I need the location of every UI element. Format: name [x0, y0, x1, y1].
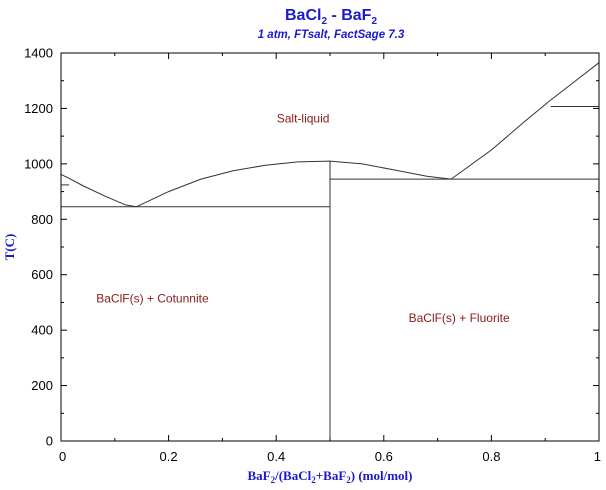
- x-axis-label: BaF2/(BaCl2+BaF2) (mol/mol): [247, 468, 412, 485]
- x-tick-label: 0.8: [482, 449, 500, 464]
- y-axis: 0 200 400 600 800 1000 1200 1400: [24, 46, 599, 449]
- chart-subtitle: 1 atm, FTsalt, FactSage 7.3: [258, 29, 405, 41]
- x-tick-label: 0.4: [267, 449, 285, 464]
- y-tick-label: 1400: [24, 46, 53, 61]
- x-tick-label: 0: [59, 449, 66, 464]
- plot-area: [60, 62, 600, 441]
- chart-title: BaCl2 - BaF2: [285, 7, 377, 27]
- y-tick-label: 0: [46, 434, 53, 449]
- y-tick-label: 1000: [24, 156, 53, 171]
- y-axis-label: T(C): [2, 234, 17, 261]
- phase-boundary-1: [60, 173, 137, 208]
- x-tick-label: 0.2: [160, 449, 178, 464]
- region-label: BaClF(s) + Cotunnite: [96, 291, 209, 305]
- x-tick-label: 0.6: [375, 449, 393, 464]
- y-tick-label: 1200: [24, 101, 53, 116]
- x-tick-label: 1: [594, 449, 601, 464]
- region-labels: Salt-liquid BaClF(s) + Cotunnite BaClF(s) …: [96, 111, 510, 325]
- region-label: BaClF(s) + Fluorite: [409, 311, 510, 325]
- y-tick-label: 400: [31, 323, 53, 338]
- phase-boundary-3: [450, 62, 600, 180]
- y-tick-label: 600: [31, 267, 53, 282]
- y-tick-label: 800: [31, 212, 53, 227]
- y-tick-label: 200: [31, 378, 53, 393]
- x-axis: 0 0.2 0.4 0.6 0.8 1: [59, 53, 601, 464]
- phase-boundary-2: [136, 160, 452, 208]
- region-label: Salt-liquid: [277, 111, 330, 125]
